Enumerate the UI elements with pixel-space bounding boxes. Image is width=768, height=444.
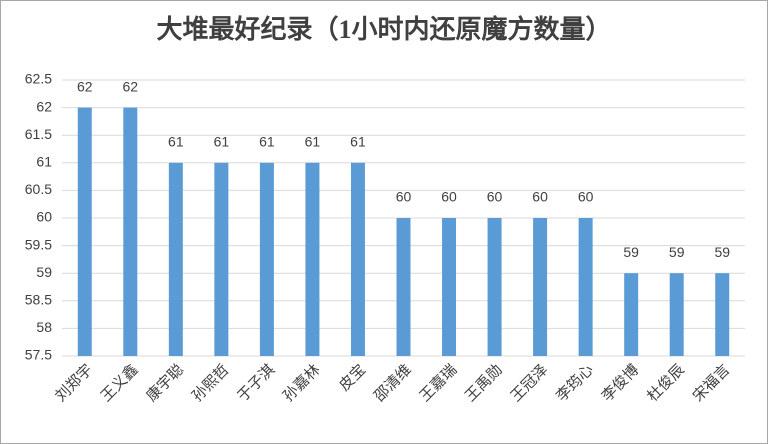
y-tick-label: 58.5 — [25, 292, 52, 308]
data-label: 60 — [441, 189, 457, 205]
bar — [396, 218, 411, 356]
bar — [214, 162, 229, 356]
bar — [624, 273, 639, 356]
bar — [77, 107, 92, 356]
bar — [350, 162, 365, 356]
data-label: 62 — [123, 78, 139, 94]
data-label: 61 — [259, 134, 275, 150]
bar — [669, 273, 684, 356]
bar — [487, 218, 502, 356]
bar — [123, 107, 138, 356]
data-label: 59 — [714, 244, 730, 260]
bar — [305, 162, 320, 356]
y-tick-label: 59.5 — [25, 236, 52, 252]
data-label: 60 — [578, 189, 594, 205]
y-tick-label: 60 — [36, 209, 52, 225]
bar — [578, 218, 593, 356]
data-label: 59 — [623, 244, 639, 260]
bar — [533, 218, 548, 356]
bar — [168, 162, 183, 356]
data-label: 62 — [77, 78, 93, 94]
y-tick-label: 62.5 — [25, 71, 52, 87]
chart-title: 大堆最好纪录（1小时内还原魔方数量） — [156, 14, 611, 44]
y-tick-label: 62 — [36, 98, 52, 114]
y-tick-label: 59 — [36, 264, 52, 280]
data-label: 61 — [305, 134, 321, 150]
bar — [442, 218, 457, 356]
data-label: 61 — [350, 134, 366, 150]
y-tick-label: 61.5 — [25, 126, 52, 142]
data-label: 59 — [669, 244, 685, 260]
data-label: 61 — [168, 134, 184, 150]
data-label: 60 — [396, 189, 412, 205]
data-label: 60 — [487, 189, 503, 205]
y-tick-label: 60.5 — [25, 181, 52, 197]
data-label: 60 — [532, 189, 548, 205]
y-tick-label: 57.5 — [25, 347, 52, 363]
bar — [715, 273, 730, 356]
bar — [259, 162, 274, 356]
data-label: 61 — [214, 134, 230, 150]
y-tick-label: 61 — [36, 154, 52, 170]
y-tick-label: 58 — [36, 319, 52, 335]
